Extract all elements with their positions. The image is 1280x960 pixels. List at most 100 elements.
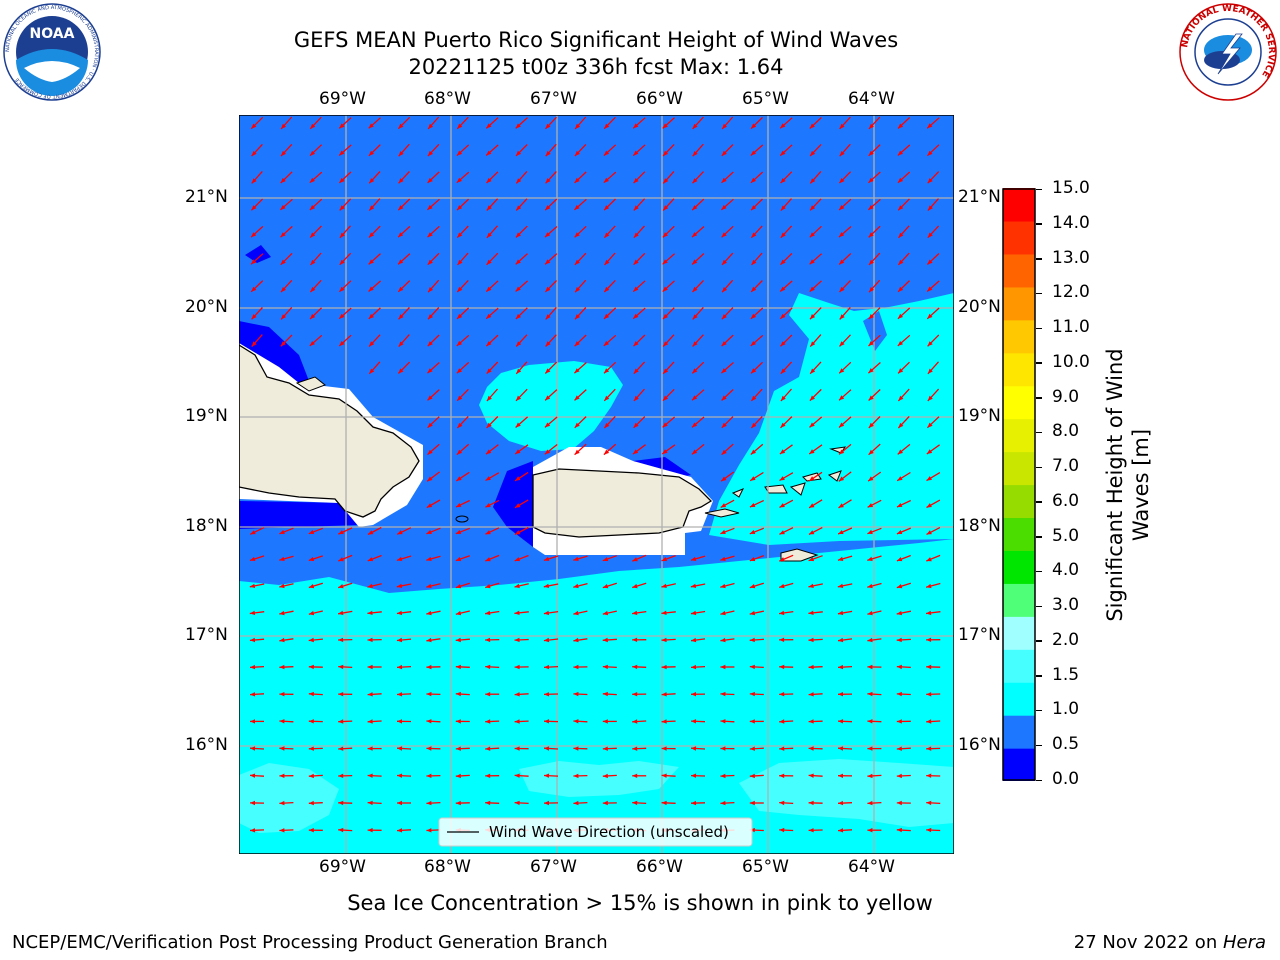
wave-direction-arrowhead	[751, 422, 757, 428]
wave-direction-arrowhead	[926, 637, 932, 642]
wave-direction-arrowhead	[839, 341, 845, 347]
wave-direction-arrowhead	[809, 123, 815, 129]
wave-direction-arrowhead	[633, 259, 639, 265]
wave-direction-arrowhead	[926, 557, 932, 562]
wave-direction-arrowhead	[721, 341, 727, 347]
wave-direction-arrowhead	[398, 178, 404, 184]
wave-direction-arrowhead	[309, 341, 315, 346]
wave-direction-arrowhead	[926, 746, 932, 751]
wave-direction-arrowhead	[926, 530, 932, 535]
wave-direction-arrowhead	[455, 746, 461, 751]
wave-direction-arrowhead	[602, 637, 608, 643]
colorbar-segment	[1003, 484, 1035, 519]
wave-direction-arrowhead	[516, 395, 522, 401]
land-mona	[455, 515, 469, 523]
lon-label-bottom: 69°W	[319, 857, 366, 877]
wave-direction-arrowhead	[544, 746, 550, 751]
wave-direction-arrowhead	[339, 177, 345, 183]
wave-direction-arrowhead	[427, 259, 433, 265]
wave-direction-arrowhead	[368, 286, 374, 292]
wave-direction-arrowhead	[896, 503, 903, 508]
wave-direction-arrowhead	[779, 719, 785, 724]
wave-direction-arrowhead	[926, 664, 932, 670]
wave-direction-arrowhead	[426, 828, 432, 833]
wave-direction-arrowhead	[779, 583, 785, 589]
wave-direction-arrowhead	[721, 422, 727, 428]
wave-direction-arrowhead	[279, 773, 285, 778]
wave-direction-arrowhead	[690, 610, 697, 616]
wave-direction-arrowhead	[720, 773, 726, 779]
wave-direction-arrowhead	[428, 123, 434, 129]
wave-direction-arrowhead	[397, 719, 402, 724]
wave-direction-arrowhead	[485, 637, 491, 643]
colorbar-tick-label: 6.0	[1052, 490, 1080, 511]
colorbar-segment	[1003, 649, 1035, 683]
wave-direction-arrowhead	[339, 341, 345, 346]
wave-direction-arrowhead	[810, 178, 816, 184]
wave-direction-arrowhead	[896, 691, 902, 697]
wave-direction-arrowhead	[514, 746, 520, 751]
wave-direction-arrowhead	[485, 557, 491, 562]
wave-direction-arrowhead	[486, 395, 492, 401]
colorbar-segment	[1003, 616, 1035, 650]
wave-direction-arrowhead	[868, 395, 874, 401]
wave-direction-arrowhead	[367, 557, 374, 562]
wave-direction-arrowhead	[603, 150, 610, 156]
wave-direction-arrowhead	[515, 232, 521, 238]
colorbar-label: Significant Height of Wind Waves [m]	[1103, 348, 1153, 622]
wave-direction-arrowhead	[838, 828, 844, 833]
wave-direction-arrowhead	[280, 232, 286, 238]
wave-direction-arrowhead	[456, 368, 463, 374]
wave-direction-arrowhead	[692, 151, 698, 157]
wave-direction-arrowhead	[574, 341, 580, 347]
wave-direction-arrowhead	[338, 746, 344, 751]
wave-direction-arrowhead	[838, 476, 845, 482]
wave-direction-arrowhead	[602, 800, 608, 806]
wave-direction-arrowhead	[250, 746, 256, 751]
wave-direction-arrowhead	[750, 341, 756, 346]
wave-direction-arrowhead	[661, 610, 667, 615]
wave-direction-arrowhead	[279, 556, 285, 561]
wave-direction-arrowhead	[602, 773, 608, 779]
wave-direction-arrowhead	[368, 313, 374, 319]
wave-direction-arrowhead	[749, 746, 755, 751]
wave-direction-arrowhead	[455, 800, 461, 806]
wave-direction-arrowhead	[749, 719, 755, 724]
wave-direction-arrowhead	[369, 178, 375, 184]
wave-direction-arrowhead	[721, 232, 727, 238]
lat-label-right: 17°N	[958, 625, 1001, 645]
colorbar-segment	[1003, 352, 1035, 387]
wave-direction-arrowhead	[426, 719, 432, 724]
wave-direction-arrowhead	[573, 664, 579, 670]
wave-direction-arrowhead	[633, 368, 639, 374]
wave-direction-arrowhead	[632, 773, 638, 778]
wave-direction-arrowhead	[867, 773, 873, 779]
wave-direction-arrowhead	[897, 177, 904, 183]
wave-direction-arrowhead	[486, 422, 492, 428]
wave-direction-arrowhead	[515, 476, 521, 481]
wave-direction-arrowhead	[722, 259, 727, 265]
wave-direction-arrowhead	[279, 746, 285, 751]
wave-direction-arrowhead	[456, 476, 462, 481]
wave-direction-arrowhead	[573, 800, 579, 806]
wave-direction-arrowhead	[544, 719, 550, 724]
wave-direction-arrowhead	[808, 800, 814, 806]
colorbar-tick-label: 13.0	[1052, 247, 1090, 268]
wave-direction-arrowhead	[780, 259, 786, 265]
wave-direction-arrowhead	[632, 719, 638, 724]
wave-direction-arrowhead	[810, 341, 816, 347]
wave-direction-arrowhead	[780, 232, 786, 238]
wave-direction-arrowhead	[838, 719, 844, 724]
wave-direction-arrowhead	[691, 773, 697, 778]
colorbar-tick-mark	[1036, 466, 1042, 469]
wave-direction-arrowhead	[397, 773, 403, 778]
wave-direction-arrowhead	[691, 637, 697, 643]
wave-direction-arrowhead	[722, 287, 728, 293]
wave-direction-arrowhead	[898, 259, 904, 265]
wave-direction-arrowhead	[279, 828, 285, 833]
lat-label-left: 20°N	[185, 297, 228, 317]
wave-direction-arrowhead	[838, 773, 843, 778]
wave-direction-arrowhead	[780, 150, 786, 156]
wave-direction-arrowhead	[749, 664, 755, 670]
wave-direction-arrowhead	[310, 259, 316, 265]
